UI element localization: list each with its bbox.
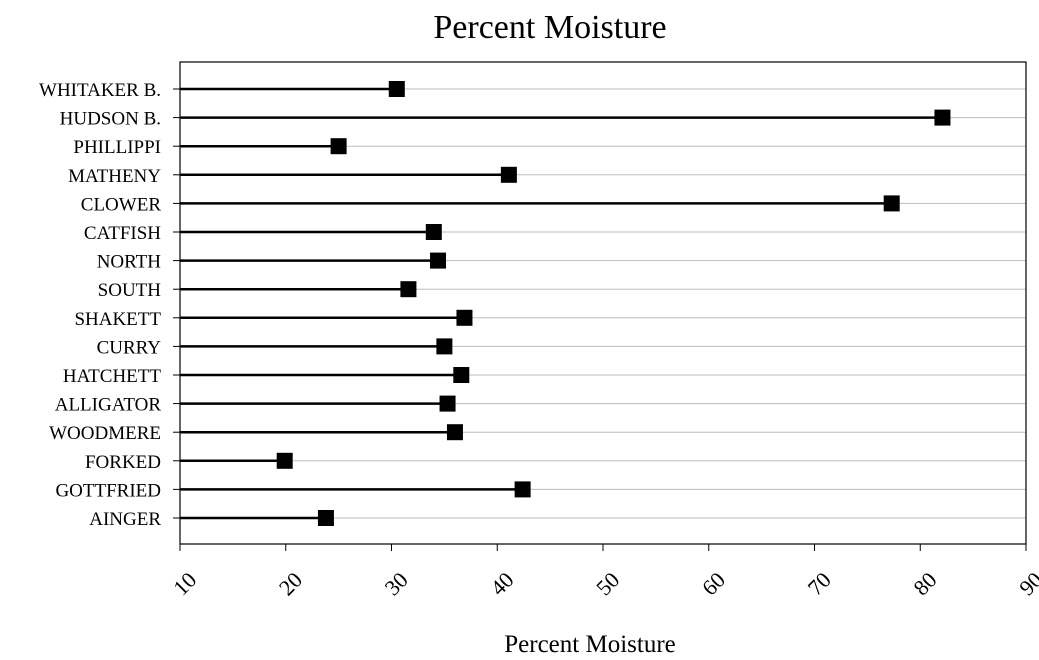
data-point [514,481,531,498]
data-point [317,510,334,526]
x-tick-label: 30 [380,567,413,600]
y-tick-label: HATCHETT [63,366,162,387]
x-axis: 10 20 30 40 50 60 70 80 90 [168,544,1039,600]
data-point [400,281,417,298]
x-tick-label: 10 [168,567,201,600]
data-point [436,338,453,355]
x-tick-label: 40 [485,567,518,600]
data-point [330,138,347,155]
y-tick-label: MATHENY [68,166,161,187]
y-tick-label: CATFISH [84,223,161,244]
data-point [446,424,463,441]
y-tick-label: SHAKETT [74,309,161,330]
x-tick-label: 50 [591,567,624,600]
data-point [388,81,405,97]
x-tick-label: 80 [908,567,941,600]
y-axis: WHITAKER B. HUDSON B. PHILLIPPI MATHENY CLOW… [39,80,180,530]
y-tick-label: FORKED [85,452,161,473]
data-markers [276,81,951,526]
x-tick-label: 90 [1014,567,1039,600]
y-tick-label: GOTTFRIED [55,480,161,501]
x-tick-label: 20 [274,567,307,600]
x-tick-label: 60 [697,567,730,600]
gridlines [180,88,1026,519]
y-tick-label: WOODMERE [49,423,161,444]
plot-frame [179,61,1027,545]
data-point [456,309,473,326]
x-tick-label: 70 [803,567,836,600]
y-tick-label: ALLIGATOR [55,395,162,416]
chart-title: Percent Moisture [433,9,666,46]
data-point [430,252,447,269]
data-stems [180,87,943,520]
y-tick-label: CLOWER [81,194,162,215]
y-tick-label: HUDSON B. [60,109,161,130]
y-tick-label: WHITAKER B. [39,80,161,101]
y-tick-label: NORTH [97,252,162,273]
y-tick-label: AINGER [89,509,161,530]
data-point [934,109,951,126]
data-point [453,367,470,383]
data-point [439,395,456,412]
data-point [883,195,900,212]
y-tick-label: PHILLIPPI [73,137,161,158]
y-tick-label: CURRY [97,337,162,358]
data-point [425,224,442,240]
data-point [276,452,293,469]
data-point [500,166,517,183]
x-axis-label: Percent Moisture [504,631,675,658]
y-tick-label: SOUTH [98,280,162,301]
